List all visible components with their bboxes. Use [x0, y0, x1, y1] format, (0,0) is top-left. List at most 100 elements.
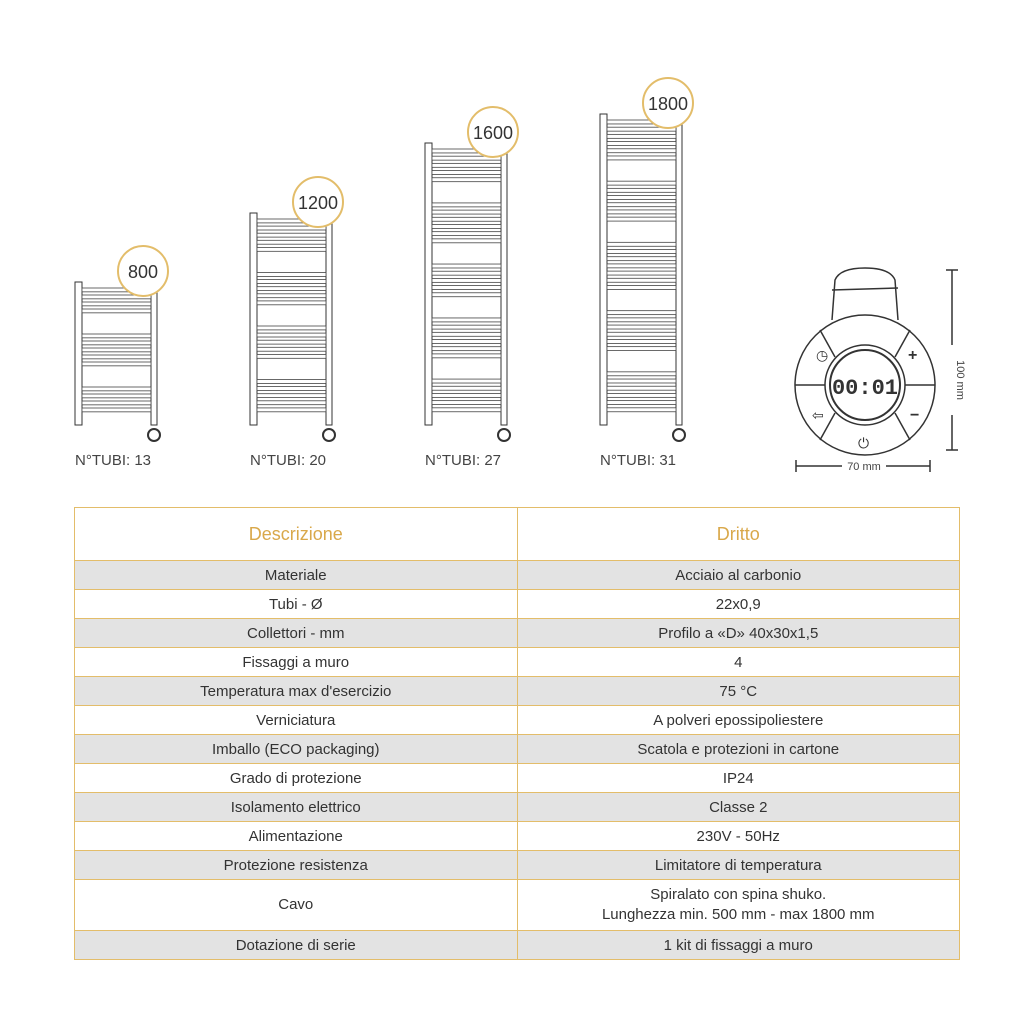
spec-label: Temperatura max d'esercizio	[74, 676, 518, 706]
tube	[606, 393, 677, 398]
tube	[256, 246, 327, 252]
tube	[431, 177, 502, 183]
spec-label: Alimentazione	[74, 821, 518, 851]
tube	[81, 407, 152, 413]
spec-value-line: 230V - 50Hz	[696, 827, 780, 845]
tube	[606, 148, 677, 154]
tube	[81, 333, 152, 339]
height-badge	[642, 77, 694, 129]
tube	[606, 400, 677, 405]
tube	[431, 346, 502, 352]
height-value: 1600	[473, 123, 513, 143]
table-row: Collettori - mm Profilo a «D» 40x30x1,5	[74, 618, 960, 648]
spec-value-line: Profilo a «D» 40x30x1,5	[658, 624, 819, 642]
tube	[431, 285, 502, 290]
spec-value-line: Scatola e protezioni in cartone	[637, 740, 840, 758]
tube	[606, 378, 677, 384]
spec-value: Scatola e protezioni in cartone	[516, 734, 960, 764]
thermostat-display: 00:01	[832, 376, 898, 401]
tube	[606, 277, 677, 283]
spec-value: 75 °C	[516, 676, 960, 706]
valve-icon	[672, 428, 686, 442]
spec-value-line: 22x0,9	[715, 595, 761, 613]
tube	[431, 353, 502, 359]
spec-value: Classe 2	[516, 792, 960, 822]
tube	[606, 385, 677, 391]
tube	[256, 332, 327, 338]
spec-value-line: A polveri epossipoliestere	[653, 711, 824, 729]
tube	[256, 300, 327, 306]
tube	[606, 155, 677, 161]
tubes-count: N°TUBI: 31	[600, 452, 677, 469]
spec-label: Verniciatura	[74, 705, 518, 735]
tube	[606, 310, 677, 316]
table-row: Fissaggi a muro 4	[74, 647, 960, 677]
tube	[256, 353, 327, 359]
product-illustrations: 800 1200 1600 1800	[74, 77, 694, 442]
table-row: Grado di protezione IP24	[74, 763, 960, 793]
height-badge	[292, 176, 344, 228]
tube	[256, 286, 327, 292]
tube	[431, 378, 502, 384]
tube	[431, 407, 502, 413]
tube	[81, 301, 152, 307]
tube	[81, 294, 152, 300]
tube	[606, 256, 677, 262]
width-dimension: 70 mm	[847, 461, 881, 473]
tube	[606, 195, 677, 200]
spec-value-line: Acciaio al carbonio	[675, 566, 802, 584]
valve-icon	[147, 428, 161, 442]
tube	[606, 407, 677, 413]
spec-label: Grado di protezione	[74, 763, 518, 793]
tube	[256, 386, 327, 391]
tube	[606, 216, 677, 222]
spec-label: Materiale	[74, 560, 518, 590]
table-row: Cavo Spiralato con spina shuko. Lunghezza …	[74, 879, 960, 931]
tube	[256, 272, 327, 277]
tube	[431, 162, 502, 168]
tube	[256, 225, 327, 231]
tube	[81, 308, 152, 314]
spec-value: 230V - 50Hz	[516, 821, 960, 851]
tube	[431, 278, 502, 283]
spec-table: Descrizione Dritto Materiale Acciaio al c…	[74, 507, 960, 960]
tubes-count: N°TUBI: 13	[75, 452, 152, 469]
spec-value-line: Lunghezza min. 500 mm - max 1800 mm	[601, 906, 875, 923]
spec-value: 22x0,9	[516, 589, 960, 619]
tube	[606, 209, 677, 215]
tube	[81, 361, 152, 367]
tube	[256, 400, 327, 406]
tube	[431, 317, 502, 323]
plus-icon: +	[908, 347, 917, 364]
clock-icon: ◷	[816, 347, 828, 363]
height-value: 1200	[298, 193, 338, 213]
spec-label: Tubi - Ø	[74, 589, 518, 619]
tubes-count: N°TUBI: 20	[250, 452, 327, 469]
spec-value-line: Spiralato con spina shuko.	[650, 886, 827, 903]
tube	[431, 331, 502, 337]
tube	[256, 232, 327, 238]
tube	[431, 170, 502, 175]
tube	[431, 216, 502, 222]
tube	[431, 202, 502, 208]
tube	[256, 407, 327, 413]
tube	[606, 270, 677, 276]
table-row: Alimentazione 230V - 50Hz	[74, 821, 960, 851]
tube	[431, 385, 502, 391]
tube	[606, 133, 677, 139]
height-dimension: 100 mm	[954, 360, 966, 400]
table-row: Verniciatura A polveri epossipoliestere	[74, 705, 960, 735]
table-row: Dotazione di serie 1 kit di fissaggi a mu…	[74, 930, 960, 960]
spec-value-line: IP24	[722, 769, 754, 787]
valve-icon	[322, 428, 336, 442]
header-description: Descrizione	[74, 507, 518, 561]
header-straight: Dritto	[516, 507, 960, 561]
table-row: Tubi - Ø 22x0,9	[74, 589, 960, 619]
spec-value: A polveri epossipoliestere	[516, 705, 960, 735]
spec-label: Cavo	[74, 879, 518, 931]
height-badge	[467, 106, 519, 158]
tube	[606, 263, 677, 269]
spec-value-line: 4	[734, 653, 743, 671]
spec-label: Protezione resistenza	[74, 850, 518, 880]
tube	[606, 241, 677, 247]
